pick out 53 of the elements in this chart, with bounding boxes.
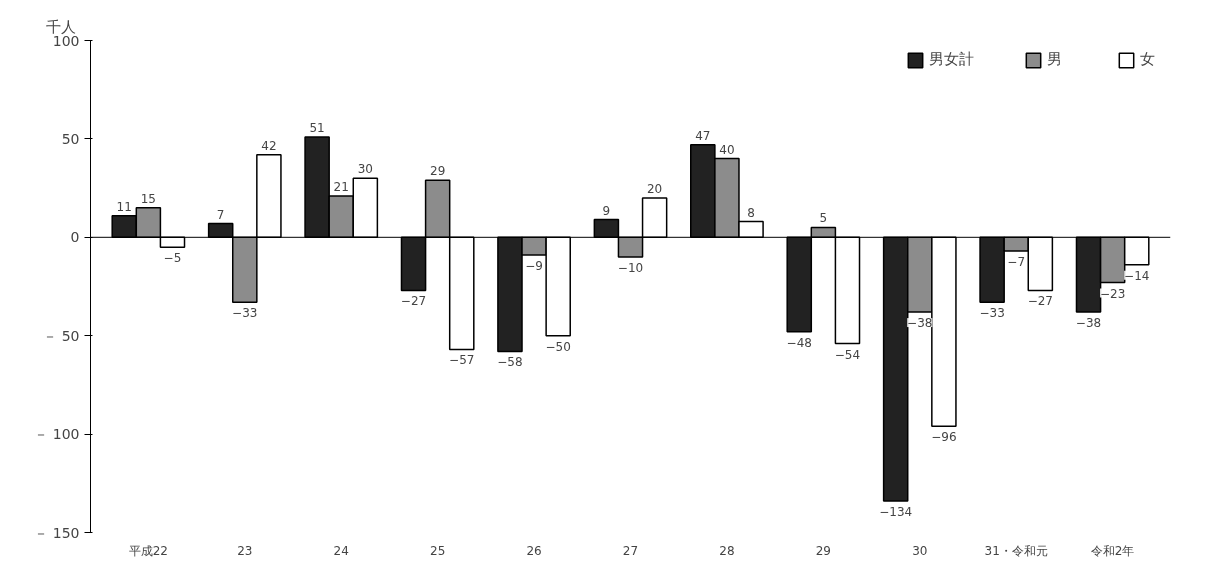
x-tick-label: 27 [622,543,639,558]
y-tick-label: 0 [70,229,80,246]
data-label: −5 [163,251,182,266]
y-axis-title: 千人 [45,17,76,36]
data-label: 40 [719,142,735,157]
x-tick-label: 23 [237,543,253,558]
x-tick-label: 29 [815,543,831,558]
data-label: 47 [695,128,711,143]
legend-label: 女 [1140,50,1156,69]
data-label: −27 [400,294,427,309]
data-label: −38 [907,316,933,331]
data-label: −57 [449,353,475,368]
data-label: −54 [834,347,861,362]
data-label: −50 [545,339,571,354]
x-tick-label: 28 [719,543,735,558]
data-label: 42 [261,138,277,153]
y-tick-label: 50 [61,130,80,147]
data-label: 29 [430,164,446,179]
data-label: −7 [1007,255,1026,270]
y-tick-label: － 150 [34,524,80,541]
x-tick-label: 26 [526,543,542,558]
data-label: −58 [497,355,523,370]
data-label: −33 [232,306,258,321]
data-label: 5 [819,211,828,226]
data-label: −38 [1075,316,1102,331]
data-label: 30 [357,162,373,177]
x-tick-label: 25 [430,543,446,558]
data-label: 21 [333,179,349,194]
data-label: −14 [1124,268,1150,283]
data-label: −23 [1099,286,1126,301]
data-label: 9 [602,203,611,218]
x-tick-label: 平成22 [128,543,168,558]
data-label: −48 [786,335,812,350]
data-label: 8 [747,205,755,220]
data-label: 11 [116,199,132,214]
data-label: 51 [309,120,325,135]
legend-label: 男 [1047,50,1063,69]
data-label: −27 [1027,294,1053,309]
legend-label: 男女計 [929,50,974,69]
data-label: −134 [879,505,913,520]
y-tick-label: － 100 [34,426,80,443]
y-tick-label: － 50 [43,327,80,344]
x-tick-label: 31・令和元 [984,543,1048,558]
data-label: −9 [525,259,543,274]
data-label: −33 [979,306,1005,321]
data-label: −96 [931,430,957,445]
x-tick-label: 令和2年 [1090,543,1135,558]
data-label: 15 [140,191,156,206]
x-tick-label: 24 [333,543,349,558]
data-label: 7 [216,207,225,222]
data-label: −10 [617,260,644,275]
data-label: 20 [646,181,663,196]
x-tick-label: 30 [912,543,928,558]
